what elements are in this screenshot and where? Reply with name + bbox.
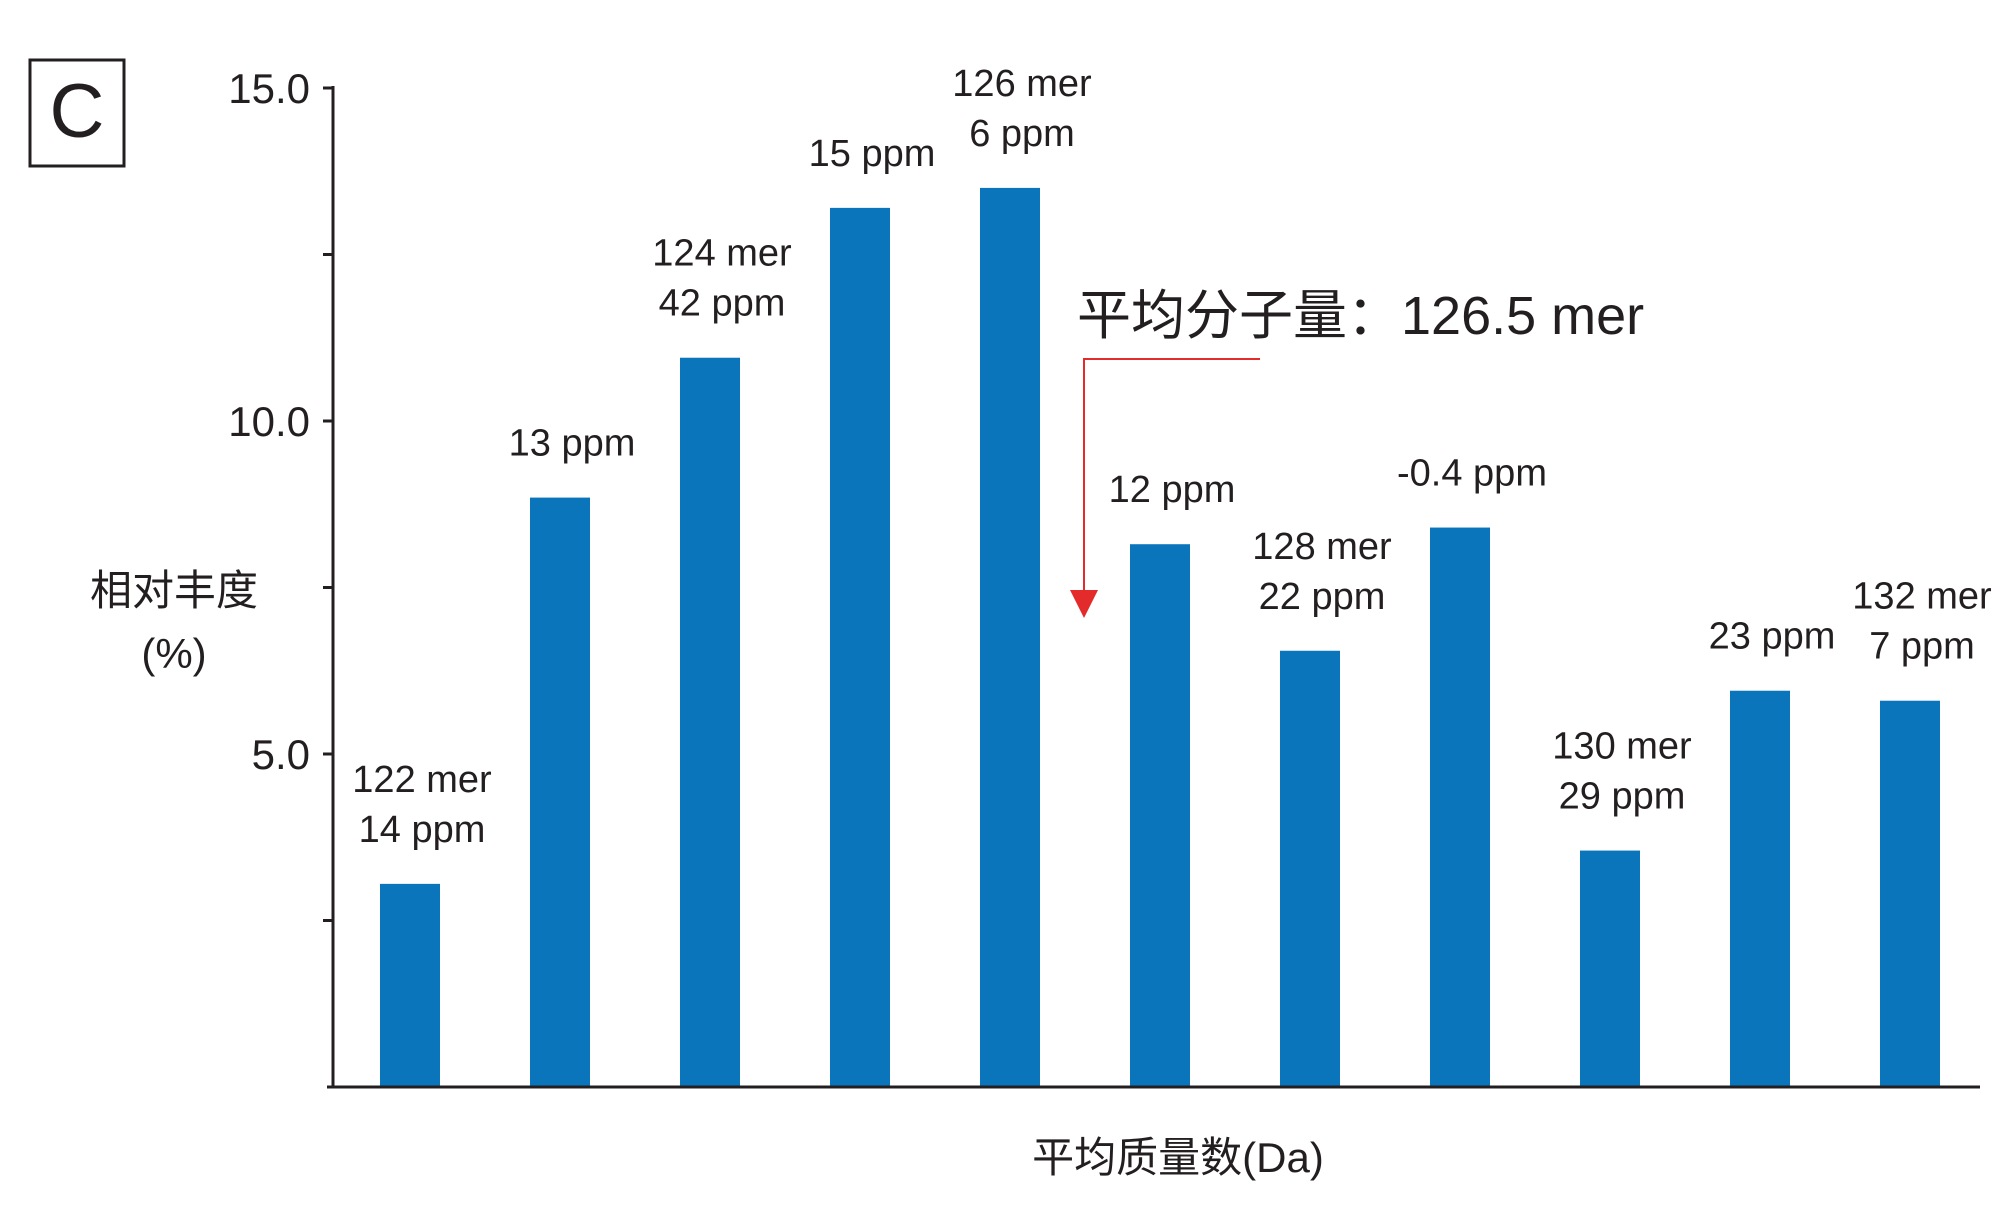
- bar: [1880, 700, 1940, 1087]
- average-annotation-text: 平均分子量：126.5 mer: [1077, 286, 1644, 346]
- panel-label: C: [28, 58, 126, 168]
- y-axis-title: 相对丰度 (%): [90, 567, 258, 677]
- y-tick-label: 15.0: [228, 65, 310, 112]
- bar: [830, 207, 890, 1087]
- panel-label-box: [28, 58, 126, 168]
- bar: [1580, 850, 1640, 1087]
- bar-data-label: 23 ppm: [1709, 616, 1836, 658]
- bar-data-label: 12 ppm: [1109, 469, 1236, 511]
- bar-data-label: 132 mer: [1852, 576, 1992, 618]
- bar-data-label: 126 mer: [952, 63, 1092, 105]
- y-axis-title-line-1: 相对丰度: [90, 567, 258, 614]
- bar: [1280, 650, 1340, 1087]
- axes-group: 5.0 10.0 15.0: [228, 65, 1980, 1089]
- bar-data-label: 130 mer: [1552, 726, 1692, 768]
- bar: [530, 497, 590, 1088]
- y-axis-title-line-2: (%): [141, 630, 206, 677]
- bar-data-label: 15 ppm: [809, 133, 936, 175]
- y-ticks-group: 5.0 10.0 15.0: [228, 65, 333, 922]
- bar: [380, 883, 440, 1087]
- bar-data-label: 124 mer: [652, 233, 792, 275]
- bars-group: [380, 187, 1940, 1088]
- x-axis-title: 平均质量数(Da): [1032, 1134, 1324, 1181]
- bar-data-label: 22 ppm: [1259, 576, 1386, 618]
- y-tick-label: 5.0: [252, 731, 310, 778]
- bar: [980, 187, 1040, 1087]
- bar-data-label: 6 ppm: [969, 113, 1075, 155]
- annotation-leader-line: [1083, 358, 1260, 590]
- bar: [1430, 527, 1490, 1087]
- bar-labels-group: 122 mer 14 ppm 13 ppm 124 mer 42 ppm 15 ppm 12…: [352, 63, 1992, 851]
- bar: [680, 357, 740, 1088]
- bar-data-label: 128 mer: [1252, 526, 1392, 568]
- bar-data-label: 122 mer: [352, 759, 492, 801]
- panel-letter: C: [50, 69, 105, 154]
- annotation-arrow-icon: [1070, 590, 1098, 618]
- bar-data-label: 14 ppm: [359, 809, 486, 851]
- bar: [1130, 544, 1190, 1087]
- bar-data-label: 7 ppm: [1869, 626, 1975, 668]
- bar-data-label: 29 ppm: [1559, 776, 1686, 818]
- y-tick-label: 10.0: [228, 398, 310, 445]
- bar-data-label: 42 ppm: [659, 283, 786, 325]
- bar-data-label: -0.4 ppm: [1397, 453, 1547, 495]
- bar: [1730, 690, 1790, 1087]
- bar-data-label: 13 ppm: [509, 423, 636, 465]
- average-annotation: 平均分子量：126.5 mer: [1070, 286, 1644, 618]
